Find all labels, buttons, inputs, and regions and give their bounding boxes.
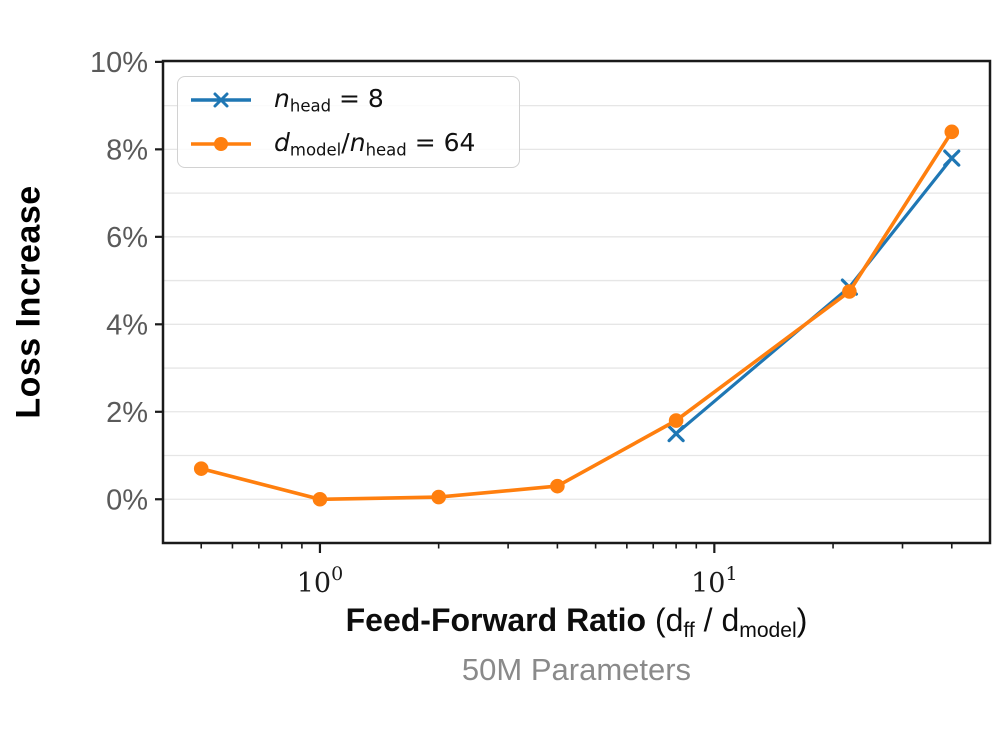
y-tick-label: 6% — [106, 222, 148, 254]
legend-label-segment: model — [289, 140, 342, 160]
y-tick-label: 10% — [90, 47, 148, 79]
y-tick-label: 2% — [106, 397, 148, 429]
x-tick-label: 100 — [297, 563, 343, 599]
data-point-marker — [667, 425, 685, 443]
x-axis-title: Feed-Forward Ratio (dff / dmodel) — [163, 602, 990, 643]
data-point-marker — [431, 489, 446, 505]
legend-label-segment: / — [341, 128, 350, 158]
legend-item: dmodel/nhead = 64 — [188, 122, 519, 166]
legend-x-marker-icon — [191, 92, 251, 108]
y-tick-label: 4% — [106, 309, 148, 341]
y-tick-label: 0% — [106, 484, 148, 516]
data-point-marker — [842, 284, 857, 299]
x-axis-title-segment: / d — [694, 602, 740, 638]
legend-label-segment: n — [274, 84, 290, 114]
legend-label-segment: = 8 — [331, 84, 384, 114]
legend-marker — [213, 92, 229, 108]
legend-label-segment: head — [289, 96, 332, 116]
series-line-dmodel-nhead64 — [199, 130, 954, 502]
data-point-marker — [943, 149, 961, 167]
legend-label-segment: d — [274, 128, 290, 158]
plot-frame — [161, 59, 992, 545]
data-point-marker — [668, 413, 684, 428]
chart-subtitle: 50M Parameters — [461, 652, 692, 687]
legend: nhead = 8 dmodel/nhead = 64 — [177, 76, 520, 168]
data-point-marker — [193, 461, 209, 476]
x-axis-title-segment: ff — [683, 618, 695, 642]
y-tick-label: 8% — [106, 134, 148, 166]
x-axis-title-segment: (d — [646, 602, 684, 638]
data-point-marker — [550, 478, 565, 494]
legend-label-segment: head — [365, 140, 407, 160]
x-axis-title-segment: model — [739, 618, 797, 642]
x-tick-label: 101 — [691, 563, 737, 599]
legend-item: nhead = 8 — [188, 78, 519, 122]
x-axis-title-segment: ) — [796, 602, 808, 638]
legend-label: dmodel/nhead = 64 — [274, 128, 475, 160]
legend-label: nhead = 8 — [274, 84, 384, 116]
legend-label-segment: = 64 — [406, 128, 476, 158]
data-point-marker — [944, 124, 960, 140]
x-axis-title-segment: Feed-Forward Ratio — [345, 602, 647, 638]
y-axis-title: Loss Increase — [9, 185, 48, 419]
data-point-marker — [312, 491, 328, 507]
legend-label-segment: n — [349, 128, 366, 158]
legend-circle-marker-icon — [191, 137, 251, 151]
legend-marker — [214, 137, 228, 151]
